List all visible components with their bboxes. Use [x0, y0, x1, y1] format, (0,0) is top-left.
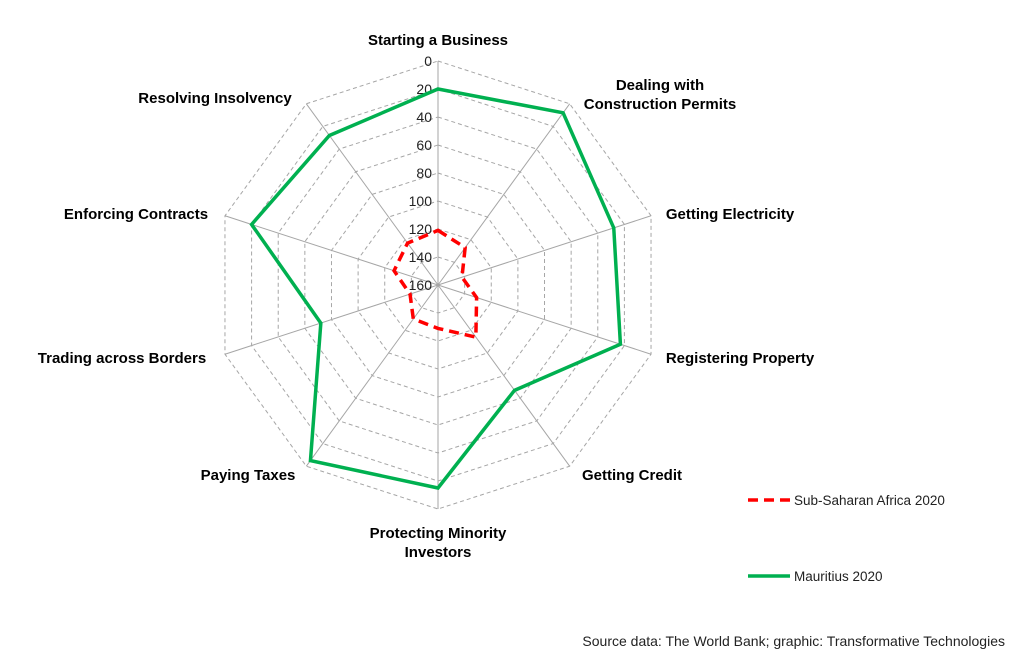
- axis-label-line: Starting a Business: [368, 32, 508, 49]
- axis-label-line: Registering Property: [666, 350, 815, 367]
- axis-label-line: Trading across Borders: [38, 350, 206, 367]
- spoke-line: [305, 284, 439, 467]
- axis-label: Enforcing Contracts: [64, 206, 208, 223]
- spoke-line: [437, 215, 652, 286]
- axis-label-line: Resolving Insolvency: [138, 90, 292, 107]
- axis-label-line: Dealing with: [616, 77, 704, 94]
- radial-tick-label: 60: [416, 137, 432, 153]
- radial-tick-label: 40: [416, 109, 432, 125]
- spoke-line: [224, 284, 439, 355]
- axis-label-line: Protecting Minority: [370, 525, 507, 542]
- source-note: Source data: The World Bank; graphic: Tr…: [582, 633, 1005, 649]
- axis-labels: Starting a Business Dealing with Construct…: [38, 32, 815, 561]
- legend-label-1: Mauritius 2020: [794, 569, 883, 584]
- axis-label-line: Investors: [405, 544, 472, 561]
- spoke-line: [437, 284, 652, 355]
- radial-tick-label: 100: [409, 193, 433, 209]
- axis-label: Protecting Minority Investors: [370, 525, 507, 561]
- axis-label-line: Enforcing Contracts: [64, 206, 208, 223]
- axis-label-line: Getting Credit: [582, 467, 682, 484]
- spoke-line: [437, 103, 571, 286]
- radial-tick-label: 120: [409, 221, 433, 237]
- spoke-line: [437, 284, 571, 467]
- axis-label: Starting a Business: [368, 32, 508, 49]
- axis-label: Paying Taxes: [201, 467, 296, 484]
- grid-ring: [384, 228, 492, 342]
- axis-label-line: Construction Permits: [584, 96, 737, 113]
- axis-label: Dealing with Construction Permits: [584, 77, 737, 113]
- radial-tick-label: 140: [409, 249, 433, 265]
- spoke-line: [224, 215, 439, 286]
- radar-grid: [224, 60, 652, 510]
- axis-label: Trading across Borders: [38, 350, 206, 367]
- radial-tick-label: 0: [424, 53, 432, 69]
- legend-label-0: Sub-Saharan Africa 2020: [794, 493, 945, 508]
- grid-ring: [304, 144, 572, 426]
- legend: Sub-Saharan Africa 2020 Mauritius 2020: [748, 493, 945, 584]
- axis-label: Resolving Insolvency: [138, 90, 292, 107]
- axis-label-line: Paying Taxes: [201, 467, 296, 484]
- radial-tick-label: 80: [416, 165, 432, 181]
- axis-label-line: Getting Electricity: [666, 206, 795, 223]
- axis-label: Registering Property: [666, 350, 815, 367]
- spoke-line: [305, 103, 439, 286]
- series-lines: [249, 87, 623, 490]
- axis-label: Getting Credit: [582, 467, 682, 484]
- radial-tick-label: 160: [409, 277, 433, 293]
- axis-label: Getting Electricity: [666, 206, 795, 223]
